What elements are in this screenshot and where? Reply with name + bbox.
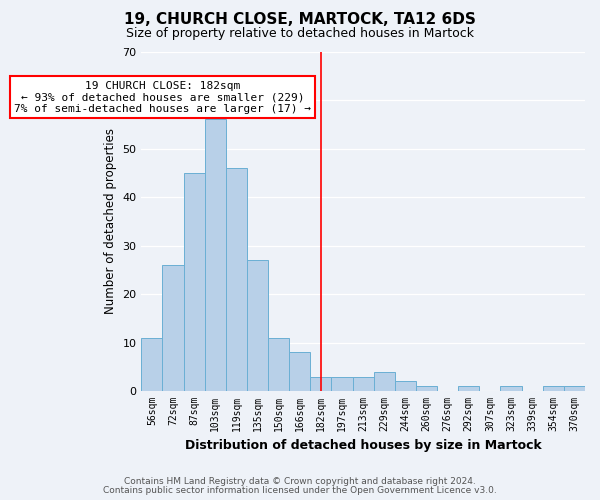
Bar xyxy=(163,265,184,391)
Bar xyxy=(564,386,585,391)
Bar xyxy=(247,260,268,391)
Bar xyxy=(395,382,416,391)
X-axis label: Distribution of detached houses by size in Martock: Distribution of detached houses by size … xyxy=(185,440,542,452)
Bar xyxy=(543,386,564,391)
Bar xyxy=(416,386,437,391)
Bar xyxy=(289,352,310,391)
Bar xyxy=(458,386,479,391)
Bar xyxy=(205,120,226,391)
Y-axis label: Number of detached properties: Number of detached properties xyxy=(104,128,117,314)
Text: Contains HM Land Registry data © Crown copyright and database right 2024.: Contains HM Land Registry data © Crown c… xyxy=(124,477,476,486)
Bar xyxy=(142,338,163,391)
Bar xyxy=(268,338,289,391)
Bar xyxy=(500,386,521,391)
Bar xyxy=(374,372,395,391)
Bar xyxy=(226,168,247,391)
Text: Contains public sector information licensed under the Open Government Licence v3: Contains public sector information licen… xyxy=(103,486,497,495)
Text: 19 CHURCH CLOSE: 182sqm
← 93% of detached houses are smaller (229)
7% of semi-de: 19 CHURCH CLOSE: 182sqm ← 93% of detache… xyxy=(14,80,311,114)
Text: Size of property relative to detached houses in Martock: Size of property relative to detached ho… xyxy=(126,28,474,40)
Text: 19, CHURCH CLOSE, MARTOCK, TA12 6DS: 19, CHURCH CLOSE, MARTOCK, TA12 6DS xyxy=(124,12,476,28)
Bar xyxy=(353,376,374,391)
Bar xyxy=(184,173,205,391)
Bar xyxy=(331,376,353,391)
Bar xyxy=(310,376,331,391)
